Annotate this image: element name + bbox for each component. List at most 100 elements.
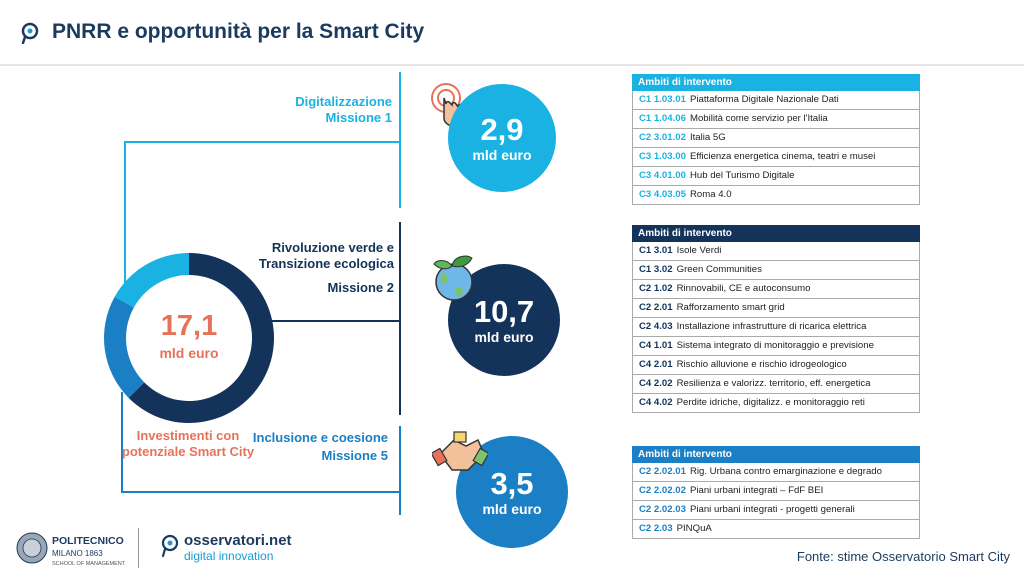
mission-2-label: Rivoluzione verde e Transizione ecologic… xyxy=(240,240,394,296)
row-code: C2 4.03 xyxy=(639,321,673,332)
table-row: C2 2.01 Rafforzamento smart grid xyxy=(632,299,920,318)
row-text: Isole Verdi xyxy=(676,245,722,256)
polimi-name: POLITECNICO xyxy=(52,535,124,547)
row-text: Mobilità come servizio per l'Italia xyxy=(689,113,828,124)
table-row: C2 1.02 Rinnovabili, CE e autoconsumo xyxy=(632,280,920,299)
row-code: C3 4.03.05 xyxy=(639,189,686,200)
table-row: C3 1.03.00 Efficienza energetica cinema, … xyxy=(632,148,920,167)
table-row: C4 1.01 Sistema integrato di monitoraggio… xyxy=(632,337,920,356)
mission-1-number: Missione 1 xyxy=(325,110,392,125)
globe-leaves-icon xyxy=(433,255,473,301)
mission-5-label: Inclusione e coesione Missione 5 xyxy=(246,430,388,464)
row-code: C2 2.02.02 xyxy=(639,485,686,496)
table-row: C4 2.01 Rischio alluvione e rischio idrog… xyxy=(632,356,920,375)
mission-5-table: Ambiti di intervento C2 2.02.01 Rig. Urba… xyxy=(632,446,920,539)
row-code: C2 2.03 xyxy=(639,523,673,534)
row-text: Hub del Turismo Digitale xyxy=(689,170,795,181)
polimi-seal-icon xyxy=(16,532,48,564)
row-text: Green Communities xyxy=(676,264,762,275)
mission-1-table: Ambiti di intervento C1 1.03.01 Piattafor… xyxy=(632,74,920,205)
joined-hands-icon xyxy=(432,431,488,471)
magnifier-logo-icon xyxy=(21,22,39,44)
mission-1-name: Digitalizzazione xyxy=(295,94,392,109)
mission-2-number: Missione 2 xyxy=(327,280,394,295)
mission-5-name: Inclusione e coesione xyxy=(252,430,388,445)
row-code: C4 2.01 xyxy=(639,359,673,370)
mission-5-number: Missione 5 xyxy=(321,448,388,463)
row-text: Rig. Urbana contro emarginazione e degra… xyxy=(689,466,882,477)
row-code: C1 1.04.06 xyxy=(639,113,686,124)
table-row: C1 1.03.01 Piattaforma Digitale Nazionale… xyxy=(632,91,920,110)
row-code: C4 4.02 xyxy=(639,397,673,408)
header-bar xyxy=(0,0,1024,66)
row-code: C2 2.01 xyxy=(639,302,673,313)
table-row: C2 2.02.03 Piani urbani integrati - proge… xyxy=(632,501,920,520)
osservatori-name: osservatori.net xyxy=(184,532,292,549)
total-unit: mld euro xyxy=(159,345,219,361)
row-code: C3 4.01.00 xyxy=(639,170,686,181)
table-row: C2 2.02.02 Piani urbani integrati – FdF B… xyxy=(632,482,920,501)
table-row: C2 2.03 PINQuA xyxy=(632,520,920,539)
total-donut xyxy=(104,253,274,423)
logo-divider xyxy=(138,528,139,568)
row-code: C2 3.01.02 xyxy=(639,132,686,143)
row-text: Italia 5G xyxy=(689,132,726,143)
donut-segment-mission-5 xyxy=(104,296,145,398)
mission-5-unit: mld euro xyxy=(482,501,542,517)
mission-2-name: Rivoluzione verde e Transizione ecologic… xyxy=(258,240,394,271)
table-row: C2 2.02.01 Rig. Urbana contro emarginazio… xyxy=(632,463,920,482)
mission-2-table: Ambiti di intervento C1 3.01 Isole Verdi C… xyxy=(632,225,920,413)
mission-1-value: 2,9 xyxy=(480,112,524,147)
row-code: C4 2.02 xyxy=(639,378,673,389)
mission-1-label: Digitalizzazione Missione 1 xyxy=(240,94,392,126)
row-code: C3 1.03.00 xyxy=(639,151,686,162)
table-row: C1 3.01 Isole Verdi xyxy=(632,242,920,261)
mission-1-circle: 2,9 mld euro xyxy=(448,84,556,192)
row-code: C1 3.01 xyxy=(639,245,673,256)
polimi-city: MILANO 1863 xyxy=(52,549,103,558)
row-text: Rafforzamento smart grid xyxy=(676,302,785,313)
table-header: Ambiti di intervento xyxy=(632,446,920,463)
row-text: Installazione infrastrutture di ricarica… xyxy=(676,321,867,332)
row-text: Resilienza e valorizz. territorio, eff. … xyxy=(676,378,871,389)
source-note: Fonte: stime Osservatorio Smart City xyxy=(796,549,1010,564)
row-code: C2 2.02.01 xyxy=(639,466,686,477)
row-code: C1 3.02 xyxy=(639,264,673,275)
mission-1-unit: mld euro xyxy=(472,147,532,163)
row-text: Efficienza energetica cinema, teatri e m… xyxy=(689,151,876,162)
table-row: C3 4.01.00 Hub del Turismo Digitale xyxy=(632,167,920,186)
row-text: Sistema integrato di monitoraggio e prev… xyxy=(676,340,874,351)
total-value: 17,1 xyxy=(160,310,218,342)
total-label: Investimenti con potenziale Smart City xyxy=(121,428,255,459)
table-row: C4 2.02 Resilienza e valorizz. territorio… xyxy=(632,375,920,394)
donut-segment-mission-2 xyxy=(128,253,274,423)
polimi-school: SCHOOL OF MANAGEMENT xyxy=(52,561,126,567)
mission-2-circle: 10,7 mld euro xyxy=(448,264,560,376)
row-text: Roma 4.0 xyxy=(689,189,732,200)
table-row: C1 3.02 Green Communities xyxy=(632,261,920,280)
table-header: Ambiti di intervento xyxy=(632,74,920,91)
mission-2-unit: mld euro xyxy=(474,329,534,345)
row-code: C1 1.03.01 xyxy=(639,94,686,105)
page-title: PNRR e opportunità per la Smart City xyxy=(52,20,425,43)
table-row: C2 3.01.02 Italia 5G xyxy=(632,129,920,148)
osservatori-tagline: digital innovation xyxy=(184,549,274,563)
row-text: Perdite idriche, digitalizz. e monitorag… xyxy=(676,397,865,408)
row-text: Piani urbani integrati - progetti genera… xyxy=(689,504,855,515)
row-code: C2 2.02.03 xyxy=(639,504,686,515)
row-code: C4 1.01 xyxy=(639,340,673,351)
row-text: Rischio alluvione e rischio idrogeologic… xyxy=(676,359,847,370)
row-text: PINQuA xyxy=(676,523,712,534)
row-code: C2 1.02 xyxy=(639,283,673,294)
row-text: Piani urbani integrati – FdF BEI xyxy=(689,485,824,496)
table-row: C1 1.04.06 Mobilità come servizio per l'I… xyxy=(632,110,920,129)
mission-5-value: 3,5 xyxy=(490,466,534,501)
row-text: Rinnovabili, CE e autoconsumo xyxy=(676,283,811,294)
mission-2-value: 10,7 xyxy=(473,294,535,329)
donut-segment-mission-1 xyxy=(114,253,189,308)
table-header: Ambiti di intervento xyxy=(632,225,920,242)
row-text: Piattaforma Digitale Nazionale Dati xyxy=(689,94,839,105)
table-row: C2 4.03 Installazione infrastrutture di r… xyxy=(632,318,920,337)
magnifier-logo-icon xyxy=(161,534,179,558)
